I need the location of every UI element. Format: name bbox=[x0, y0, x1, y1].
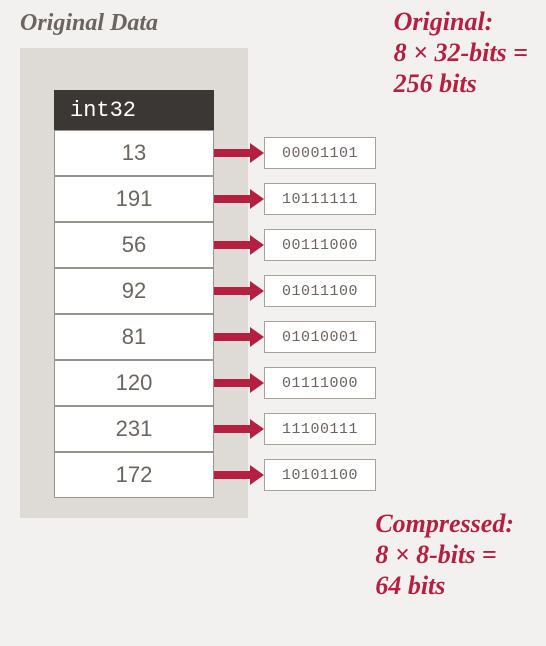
binary-cell: 01111000 bbox=[264, 367, 376, 399]
arrow-icon bbox=[214, 465, 264, 485]
annotation-original: Original: 8 × 32-bits = 256 bits bbox=[394, 6, 528, 100]
arrow-icon bbox=[214, 419, 264, 439]
annotation-compressed-line3: 64 bits bbox=[375, 571, 445, 600]
arrow-icon bbox=[214, 373, 264, 393]
annotation-original-line2: 8 × 32-bits = bbox=[394, 38, 528, 67]
arrow-icon bbox=[214, 327, 264, 347]
binary-cell: 00001101 bbox=[264, 137, 376, 169]
binary-cell: 01011100 bbox=[264, 275, 376, 307]
int-cell: 172 bbox=[54, 452, 214, 498]
int-cell: 81 bbox=[54, 314, 214, 360]
annotation-compressed-line1: Compressed: bbox=[375, 509, 514, 538]
int-cell: 120 bbox=[54, 360, 214, 406]
int32-header: int32 bbox=[54, 90, 214, 130]
int-cell: 191 bbox=[54, 176, 214, 222]
int-cell: 231 bbox=[54, 406, 214, 452]
binary-cell: 10101100 bbox=[264, 459, 376, 491]
int-cell: 56 bbox=[54, 222, 214, 268]
annotation-original-line3: 256 bits bbox=[394, 69, 477, 98]
int-cell: 13 bbox=[54, 130, 214, 176]
binary-cell: 01010001 bbox=[264, 321, 376, 353]
annotation-original-line1: Original: bbox=[394, 7, 494, 36]
binary-cell: 11100111 bbox=[264, 413, 376, 445]
arrow-icon bbox=[214, 143, 264, 163]
annotation-compressed: Compressed: 8 × 8-bits = 64 bits bbox=[375, 508, 514, 602]
arrow-icon bbox=[214, 189, 264, 209]
int-cell: 92 bbox=[54, 268, 214, 314]
section-title: Original Data bbox=[20, 10, 158, 37]
binary-cell: 10111111 bbox=[264, 183, 376, 215]
binary-cell: 00111000 bbox=[264, 229, 376, 261]
annotation-compressed-line2: 8 × 8-bits = bbox=[375, 540, 496, 569]
arrow-icon bbox=[214, 281, 264, 301]
arrow-icon bbox=[214, 235, 264, 255]
